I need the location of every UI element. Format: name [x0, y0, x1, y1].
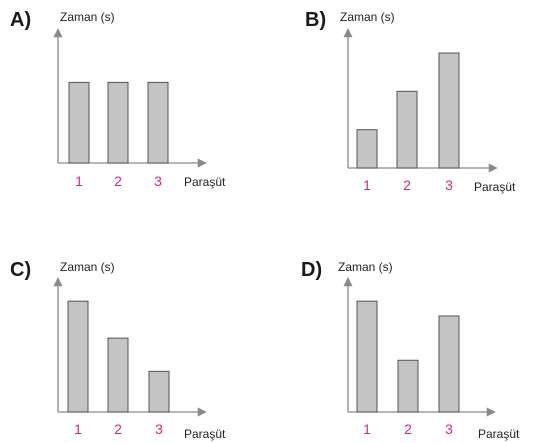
chart-option-a: A) Zaman (s) Paraşüt 1 2 3 [10, 9, 226, 189]
option-label: D) [301, 259, 322, 281]
option-label: C) [10, 259, 31, 281]
bar-1 [356, 300, 378, 413]
x-tick-label: 2 [114, 173, 122, 189]
x-axis-label: Paraşüt [184, 175, 226, 189]
bar-3 [147, 81, 169, 164]
x-tick-label: 1 [363, 177, 371, 193]
y-axis-label: Zaman (s) [338, 260, 393, 274]
bar-3 [148, 370, 170, 413]
y-axis-label: Zaman (s) [340, 10, 395, 24]
x-axis-label: Paraşüt [184, 427, 226, 441]
x-tick-label: 3 [155, 421, 163, 437]
y-axis-label: Zaman (s) [60, 10, 115, 24]
bar-2 [396, 90, 418, 169]
x-axis-label: Paraşüt [474, 180, 516, 194]
bar-2 [397, 359, 419, 413]
chart-option-b: B) Zaman (s) Paraşüt 1 2 3 [305, 9, 516, 194]
bar-1 [67, 300, 89, 413]
x-tick-label: 1 [363, 421, 371, 437]
bar-1 [68, 81, 90, 164]
x-tick-label: 2 [404, 421, 412, 437]
x-tick-label: 1 [74, 421, 82, 437]
x-tick-label: 3 [154, 173, 162, 189]
bar-3 [438, 315, 460, 413]
x-tick-label: 3 [445, 421, 453, 437]
x-tick-label: 1 [75, 173, 83, 189]
bar-2 [107, 337, 129, 413]
chart-option-d: D) Zaman (s) Paraşüt 1 2 3 [301, 259, 520, 441]
bar-2 [107, 81, 129, 164]
bar-3 [438, 52, 460, 169]
x-tick-label: 2 [114, 421, 122, 437]
x-axis-label: Paraşüt [478, 427, 520, 441]
option-label: A) [10, 9, 31, 31]
chart-option-c: C) Zaman (s) Paraşüt 1 2 3 [10, 259, 226, 441]
x-tick-label: 3 [445, 177, 453, 193]
y-axis-label: Zaman (s) [60, 260, 115, 274]
x-tick-label: 2 [403, 177, 411, 193]
option-label: B) [305, 9, 326, 31]
bar-1 [356, 129, 378, 169]
